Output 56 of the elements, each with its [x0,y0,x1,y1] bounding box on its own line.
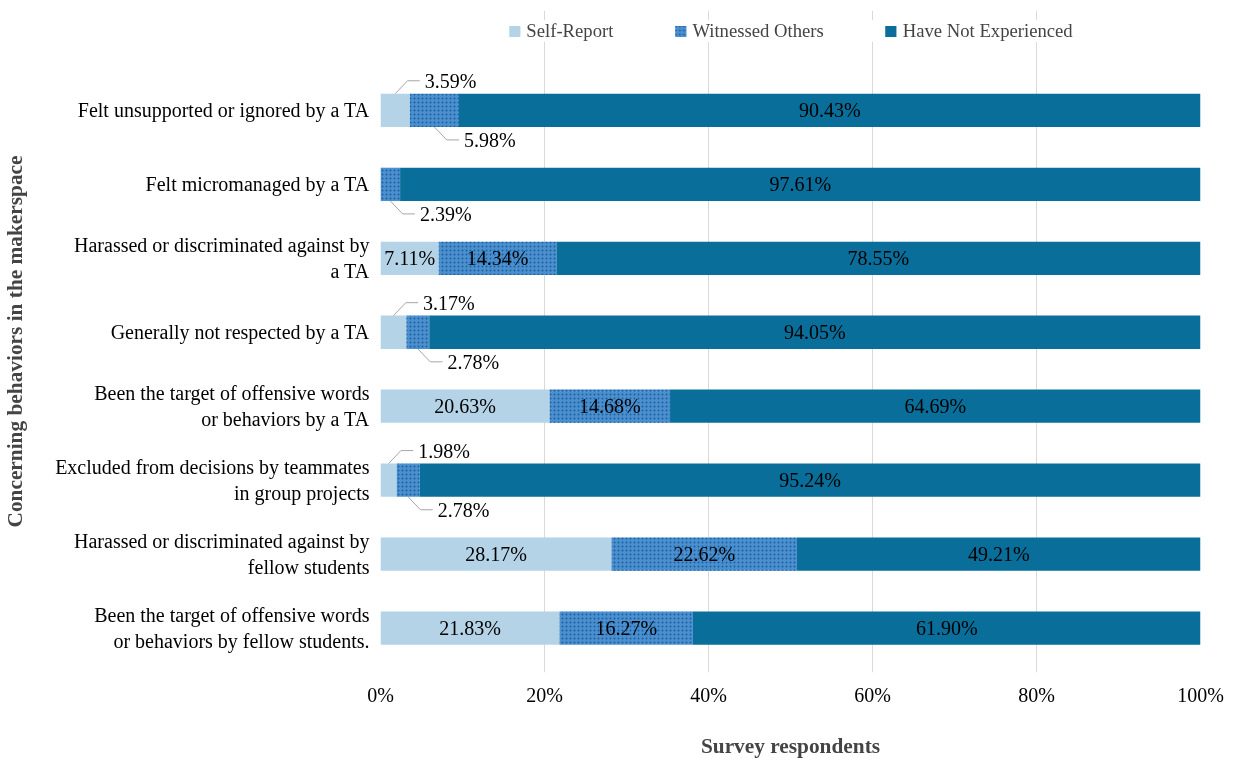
data-label: 28.17% [465,543,527,566]
data-label: 64.69% [904,395,967,418]
x-tick-label: 0% [367,683,394,706]
y-tick-label: Generally not respected by a TA [110,321,370,345]
y-tick-label: Felt micromanaged by a TA [145,173,370,197]
bar [400,167,1201,201]
data-label: 1.98% [418,439,470,462]
bar [796,537,1201,571]
data-label: 5.98% [464,128,516,151]
data-label: 97.61% [769,173,832,196]
data-label: 21.83% [439,617,501,640]
y-tick-label: Excluded from decisions by teammates in group projects [55,455,370,506]
x-tick-label: 20% [526,683,563,706]
data-label: 90.43% [798,99,861,122]
data-label: 78.55% [847,247,910,270]
data-label: 2.39% [419,202,472,225]
bar [458,93,1201,127]
bar [380,537,612,571]
data-label: 14.68% [579,395,641,418]
x-tick-label: 40% [690,683,727,706]
bar [556,241,1201,275]
bar [692,611,1201,645]
x-tick-label: 80% [1018,683,1055,706]
data-label: 61.90% [915,617,978,640]
data-label: 3.17% [423,291,475,314]
bar [380,463,397,497]
x-axis-title: Survey respondents [700,733,881,758]
y-axis-title: Concerning behaviors in the makerspace [3,155,28,528]
legend-label: Have Not Experienced [902,20,1073,42]
data-label: 49.21% [967,543,1030,566]
bar [419,463,1201,497]
y-tick-label: Been the target of offensive words or behaviors by a TA [94,382,370,432]
y-tick-label: Been the target of offensive words or behaviors by fellow students. [94,603,370,654]
x-tick-label: 60% [854,683,891,706]
bar [380,611,560,645]
bar [380,93,410,127]
y-tick-label: Harassed or discriminated against by a TA [74,234,370,283]
x-tick-label: 100% [1177,683,1224,706]
bar [380,389,550,423]
data-label: 20.63% [434,395,496,418]
bar [670,389,1201,423]
data-label: 95.24% [779,469,841,492]
data-label: 22.62% [673,543,736,566]
y-tick-label: Felt unsupported or ignored by a TA [77,99,370,123]
data-label: 14.34% [466,247,529,270]
legend-label: Self-Report [526,20,614,42]
data-label: 16.27% [595,617,658,640]
data-label: 94.05% [784,321,846,344]
data-label: 3.59% [424,69,477,92]
data-label: 2.78% [437,498,490,521]
bar [380,315,407,349]
bar [429,315,1201,349]
data-label: 7.11% [384,247,436,270]
y-tick-label: Harassed or discriminated against by fellow students [74,529,370,579]
data-label: 2.78% [447,350,500,373]
legend-label: Witnessed Others [692,20,824,42]
